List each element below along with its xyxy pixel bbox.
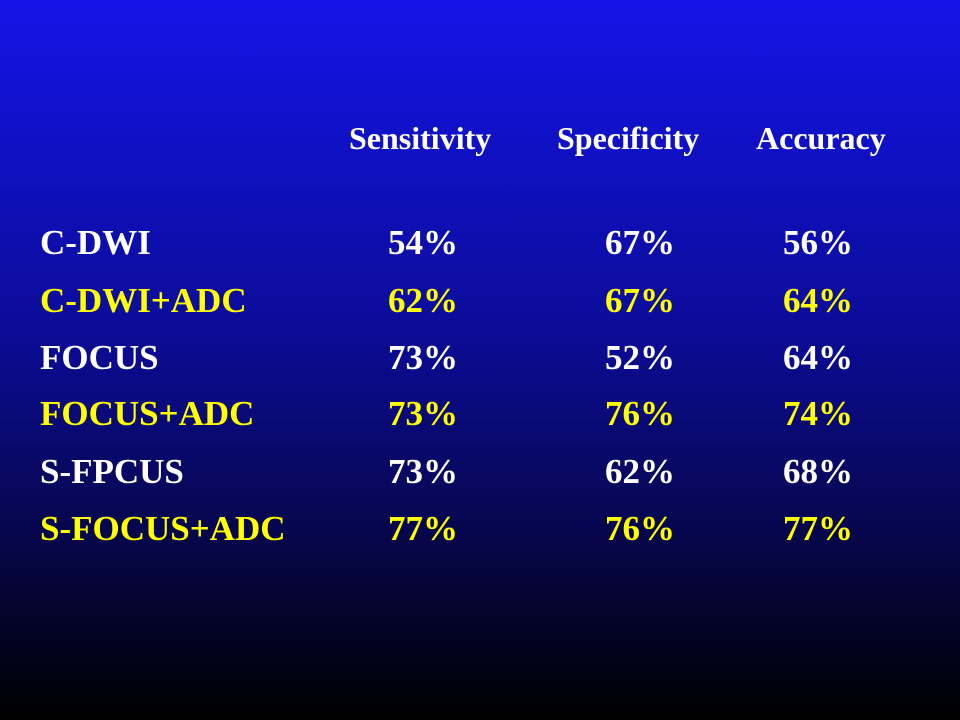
row-label: FOCUS [40, 338, 159, 377]
row-label: FOCUS+ADC [40, 394, 255, 433]
sensitivity-value: 62% [388, 281, 458, 320]
row-label: C-DWI+ADC [40, 281, 247, 320]
accuracy-value: 77% [783, 509, 853, 548]
accuracy-value: 64% [783, 338, 853, 377]
specificity-value: 52% [605, 338, 675, 377]
specificity-value: 67% [605, 281, 675, 320]
sensitivity-value: 73% [388, 394, 458, 433]
accuracy-value: 64% [783, 281, 853, 320]
row-label: C-DWI [40, 223, 151, 262]
table-row: FOCUS+ADC 73% 76% 74% [0, 392, 960, 436]
row-label: S-FPCUS [40, 452, 184, 491]
accuracy-value: 68% [783, 452, 853, 491]
accuracy-value: 74% [783, 394, 853, 433]
sensitivity-value: 77% [388, 509, 458, 548]
table-row: C-DWI+ADC 62% 67% 64% [0, 279, 960, 323]
table-row: FOCUS 73% 52% 64% [0, 336, 960, 380]
row-label: S-FOCUS+ADC [40, 509, 286, 548]
specificity-value: 76% [605, 509, 675, 548]
specificity-value: 62% [605, 452, 675, 491]
sensitivity-value: 73% [388, 338, 458, 377]
accuracy-value: 56% [783, 223, 853, 262]
header-specificity: Specificity [557, 120, 700, 156]
header-accuracy: Accuracy [756, 120, 886, 156]
sensitivity-value: 54% [388, 223, 458, 262]
table-row: S-FPCUS 73% 62% 68% [0, 450, 960, 494]
table-row: C-DWI 54% 67% 56% [0, 221, 960, 265]
specificity-value: 67% [605, 223, 675, 262]
table-row: S-FOCUS+ADC 77% 76% 77% [0, 507, 960, 551]
header-sensitivity: Sensitivity [349, 120, 492, 156]
specificity-value: 76% [605, 394, 675, 433]
sensitivity-value: 73% [388, 452, 458, 491]
